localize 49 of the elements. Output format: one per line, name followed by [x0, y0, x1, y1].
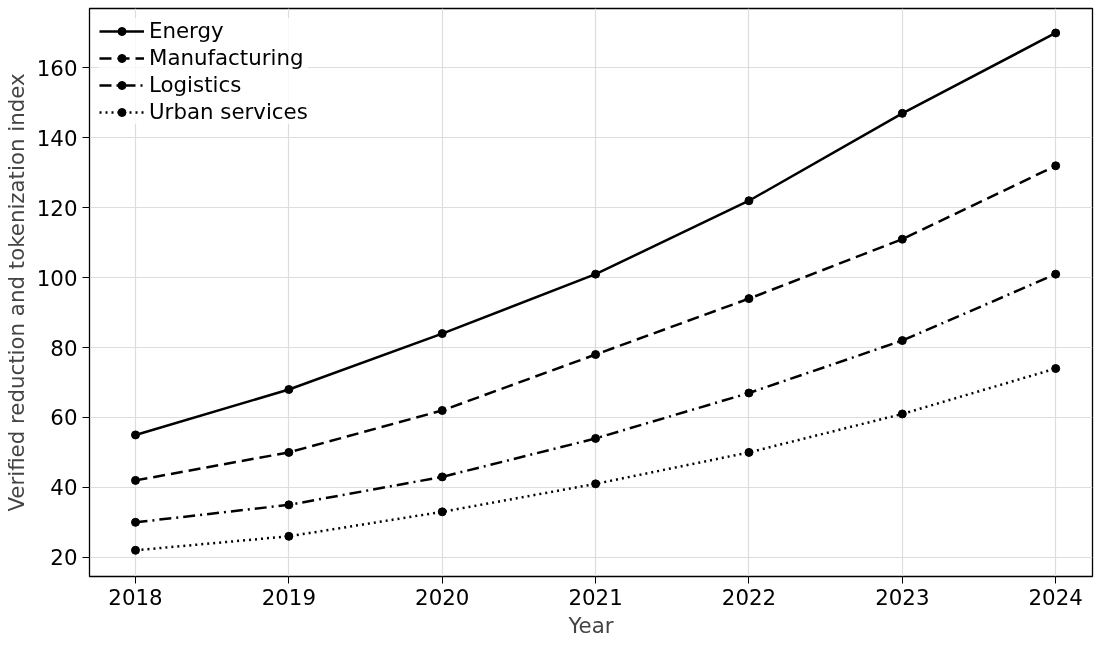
legend-label: Energy	[149, 18, 224, 43]
point	[284, 531, 294, 541]
point	[131, 475, 141, 485]
x-tick-label: 2022	[721, 584, 777, 610]
y-tick-label: 140	[36, 125, 78, 151]
point	[284, 385, 294, 394]
legend-label: Urban services	[149, 99, 308, 124]
y-tick-label: 160	[36, 55, 78, 81]
y-tick-label: 100	[36, 265, 78, 291]
point	[437, 507, 447, 517]
y-tick-label: 120	[36, 195, 78, 221]
point	[131, 517, 141, 527]
y-tick-label: 60	[50, 405, 78, 431]
x-axis-title: Year	[567, 612, 614, 638]
y-axis-title: Verified reduction and tokenization index	[3, 73, 29, 512]
point	[437, 405, 447, 415]
point	[897, 336, 907, 346]
point	[284, 447, 294, 457]
x-tick-label: 2019	[261, 584, 317, 610]
point	[591, 350, 601, 360]
point	[1051, 161, 1061, 171]
point	[437, 472, 447, 482]
point	[744, 447, 754, 457]
x-tick-label: 2021	[568, 584, 623, 610]
x-tick-label: 2023	[875, 584, 930, 610]
legend-label: Manufacturing	[149, 45, 304, 70]
point	[131, 430, 141, 440]
point	[591, 479, 601, 489]
x-tick-label: 2018	[108, 584, 163, 610]
point	[744, 196, 754, 206]
point	[897, 409, 907, 419]
y-tick-label: 40	[50, 475, 78, 501]
point	[131, 545, 141, 555]
point	[1051, 364, 1061, 374]
point	[284, 500, 294, 510]
y-tick-label: 80	[50, 335, 78, 361]
x-tick-label: 2024	[1028, 584, 1083, 610]
point	[744, 388, 754, 398]
y-tick-label: 20	[50, 545, 78, 571]
point	[1051, 28, 1061, 38]
legend-label: Logistics	[149, 72, 242, 97]
point	[744, 294, 754, 304]
point	[1051, 269, 1061, 279]
x-tick-label: 2020	[415, 584, 470, 610]
point	[591, 433, 601, 443]
point	[591, 269, 601, 279]
point	[897, 108, 907, 118]
point	[437, 329, 447, 339]
point	[897, 234, 907, 244]
